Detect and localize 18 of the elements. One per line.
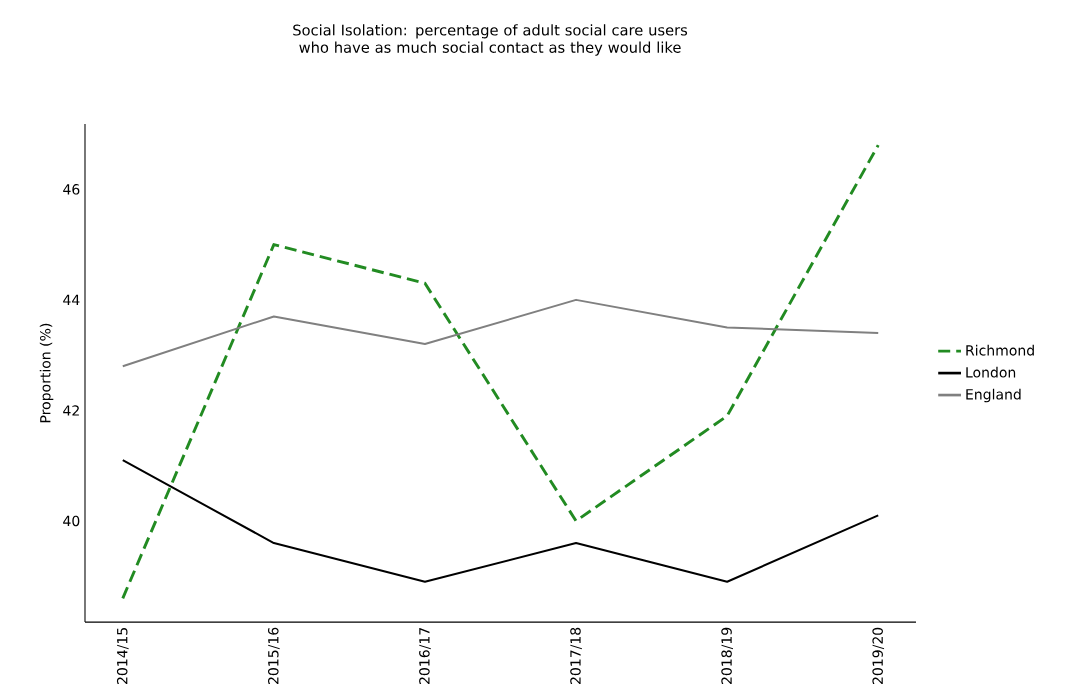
y-axis-title: Proportion (%) [39, 323, 54, 422]
y-tick-label: 42 [63, 405, 79, 416]
x-tick-label: 2014/15 [116, 627, 129, 684]
x-tick-label: 2017/18 [570, 627, 582, 684]
x-tick-label: 2015/16 [268, 627, 280, 684]
y-tick-label: 44 [63, 294, 80, 305]
line-series [121, 143, 880, 600]
x-tick-label: 2016/17 [419, 627, 431, 684]
legend-label: London [966, 366, 1016, 378]
y-tick-label: 40 [63, 515, 80, 527]
chart-title: Social Isolation: percentage of adult social care users who have as much social contact as they would like [293, 24, 688, 56]
y-tick-label: 46 [63, 183, 80, 195]
x-tick-label: 2018/19 [721, 627, 733, 684]
line-series [121, 458, 880, 583]
line-series [121, 298, 880, 367]
x-tick-label: 2019/20 [872, 627, 885, 684]
legend-label: Richmond [966, 344, 1034, 356]
legend-label: England [966, 388, 1021, 403]
